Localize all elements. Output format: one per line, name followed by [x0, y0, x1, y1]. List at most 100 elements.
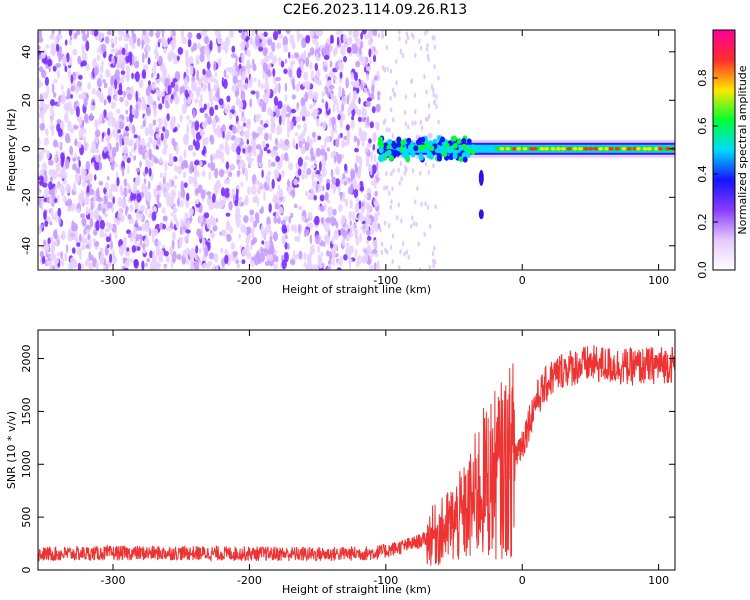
- y-tick-label: 20: [20, 93, 33, 107]
- noise-speckle: [333, 76, 337, 81]
- noise-speckle: [263, 123, 269, 128]
- noise-speckle: [307, 52, 311, 58]
- noise-speckle: [273, 263, 278, 270]
- signal-peak: [608, 146, 614, 151]
- noise-speckle: [284, 152, 289, 162]
- noise-speckle: [420, 201, 423, 207]
- noise-speckle: [286, 105, 290, 113]
- noise-speckle: [224, 191, 230, 198]
- noise-speckle: [170, 260, 174, 269]
- noise-speckle: [128, 36, 134, 46]
- signal-blob: [396, 141, 401, 148]
- noise-speckle: [258, 161, 263, 168]
- signal-blob: [381, 153, 387, 159]
- signal-blob: [436, 152, 442, 159]
- noise-speckle: [270, 161, 276, 167]
- noise-speckle: [257, 79, 261, 88]
- noise-speckle: [45, 252, 48, 258]
- noise-speckle: [319, 263, 323, 269]
- noise-speckle: [250, 90, 256, 95]
- noise-speckle: [267, 158, 272, 169]
- noise-speckle: [202, 137, 206, 148]
- noise-speckle: [110, 101, 116, 109]
- noise-speckle: [85, 40, 90, 52]
- noise-speckle: [147, 57, 151, 65]
- noise-speckle: [101, 60, 104, 67]
- noise-speckle: [266, 89, 270, 98]
- noise-speckle: [263, 31, 268, 38]
- noise-speckle: [133, 259, 139, 269]
- noise-speckle: [165, 99, 169, 106]
- noise-speckle: [141, 52, 145, 63]
- noise-speckle: [144, 192, 148, 197]
- noise-speckle: [341, 95, 347, 106]
- signal-blob: [456, 138, 462, 144]
- noise-speckle: [354, 162, 357, 170]
- noise-speckle: [238, 30, 242, 34]
- noise-speckle: [215, 218, 219, 223]
- noise-speckle: [184, 89, 189, 98]
- noise-speckle: [315, 234, 320, 245]
- noise-speckle: [68, 30, 73, 37]
- noise-speckle: [357, 169, 361, 180]
- noise-speckle: [51, 253, 57, 259]
- noise-speckle: [94, 129, 101, 138]
- noise-speckle: [121, 197, 126, 209]
- noise-speckle: [374, 213, 378, 222]
- noise-speckle: [242, 148, 246, 154]
- noise-speckle: [301, 98, 306, 104]
- noise-speckle: [225, 223, 231, 231]
- noise-speckle: [290, 212, 294, 219]
- noise-speckle: [170, 52, 176, 59]
- noise-speckle: [135, 90, 138, 102]
- noise-speckle: [279, 138, 283, 143]
- noise-speckle: [251, 30, 255, 36]
- noise-speckle: [365, 202, 370, 210]
- noise-speckle: [293, 52, 299, 59]
- noise-speckle: [437, 75, 440, 81]
- spectrogram-frame: [37, 29, 676, 271]
- noise-speckle: [369, 264, 374, 270]
- noise-speckle: [236, 145, 241, 155]
- noise-speckle: [38, 176, 44, 181]
- noise-speckle: [67, 235, 73, 242]
- noise-speckle: [334, 129, 337, 134]
- noise-speckle: [171, 239, 175, 250]
- noise-speckle: [349, 220, 352, 227]
- noise-speckle: [293, 178, 298, 186]
- noise-speckle: [172, 156, 178, 162]
- noise-speckle: [47, 58, 53, 67]
- noise-speckle: [266, 176, 270, 183]
- noise-speckle: [205, 262, 211, 269]
- noise-speckle: [164, 143, 168, 150]
- noise-speckle: [92, 58, 97, 69]
- noise-speckle: [73, 32, 78, 39]
- noise-speckle: [135, 168, 141, 172]
- noise-speckle: [433, 259, 437, 265]
- noise-speckle: [136, 175, 141, 186]
- noise-speckle: [56, 62, 61, 68]
- noise-speckle: [123, 236, 127, 246]
- noise-speckle: [104, 36, 110, 44]
- noise-speckle: [151, 233, 155, 243]
- noise-speckle: [255, 144, 262, 150]
- noise-speckle: [419, 119, 423, 125]
- noise-speckle: [144, 127, 150, 137]
- noise-speckle: [38, 78, 42, 89]
- noise-speckle: [280, 255, 284, 261]
- signal-peak: [577, 146, 583, 151]
- noise-speckle: [327, 206, 333, 216]
- noise-speckle: [220, 247, 224, 254]
- noise-speckle: [87, 233, 91, 241]
- noise-speckle: [62, 154, 65, 164]
- noise-speckle: [71, 247, 76, 254]
- noise-speckle: [107, 127, 111, 136]
- noise-speckle: [46, 260, 50, 266]
- noise-speckle: [326, 199, 331, 204]
- noise-speckle: [129, 258, 134, 263]
- noise-speckle: [405, 31, 408, 37]
- noise-speckle: [251, 227, 255, 234]
- noise-speckle: [64, 252, 68, 262]
- noise-speckle: [45, 128, 49, 137]
- noise-speckle: [431, 251, 435, 257]
